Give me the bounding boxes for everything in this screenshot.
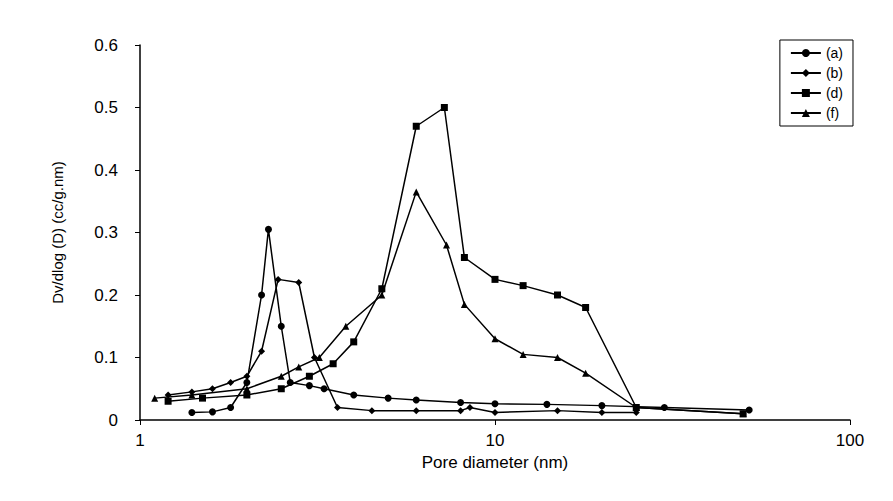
svg-text:10: 10 [486,431,505,450]
svg-text:Dv/dlog (D) (cc/g.nm): Dv/dlog (D) (cc/g.nm) [49,161,66,304]
svg-text:0: 0 [109,411,118,430]
svg-text:0.4: 0.4 [94,161,118,180]
svg-text:100: 100 [836,431,864,450]
svg-text:0.2: 0.2 [94,286,118,305]
svg-text:(b): (b) [826,65,843,81]
svg-text:0.3: 0.3 [94,223,118,242]
svg-text:(d): (d) [826,85,843,101]
svg-text:0.6: 0.6 [94,36,118,55]
svg-text:(f): (f) [826,105,839,121]
svg-text:1: 1 [135,431,144,450]
svg-text:(a): (a) [826,45,843,61]
svg-text:Pore diameter (nm): Pore diameter (nm) [422,453,568,472]
svg-text:0.1: 0.1 [94,348,118,367]
svg-text:0.5: 0.5 [94,98,118,117]
